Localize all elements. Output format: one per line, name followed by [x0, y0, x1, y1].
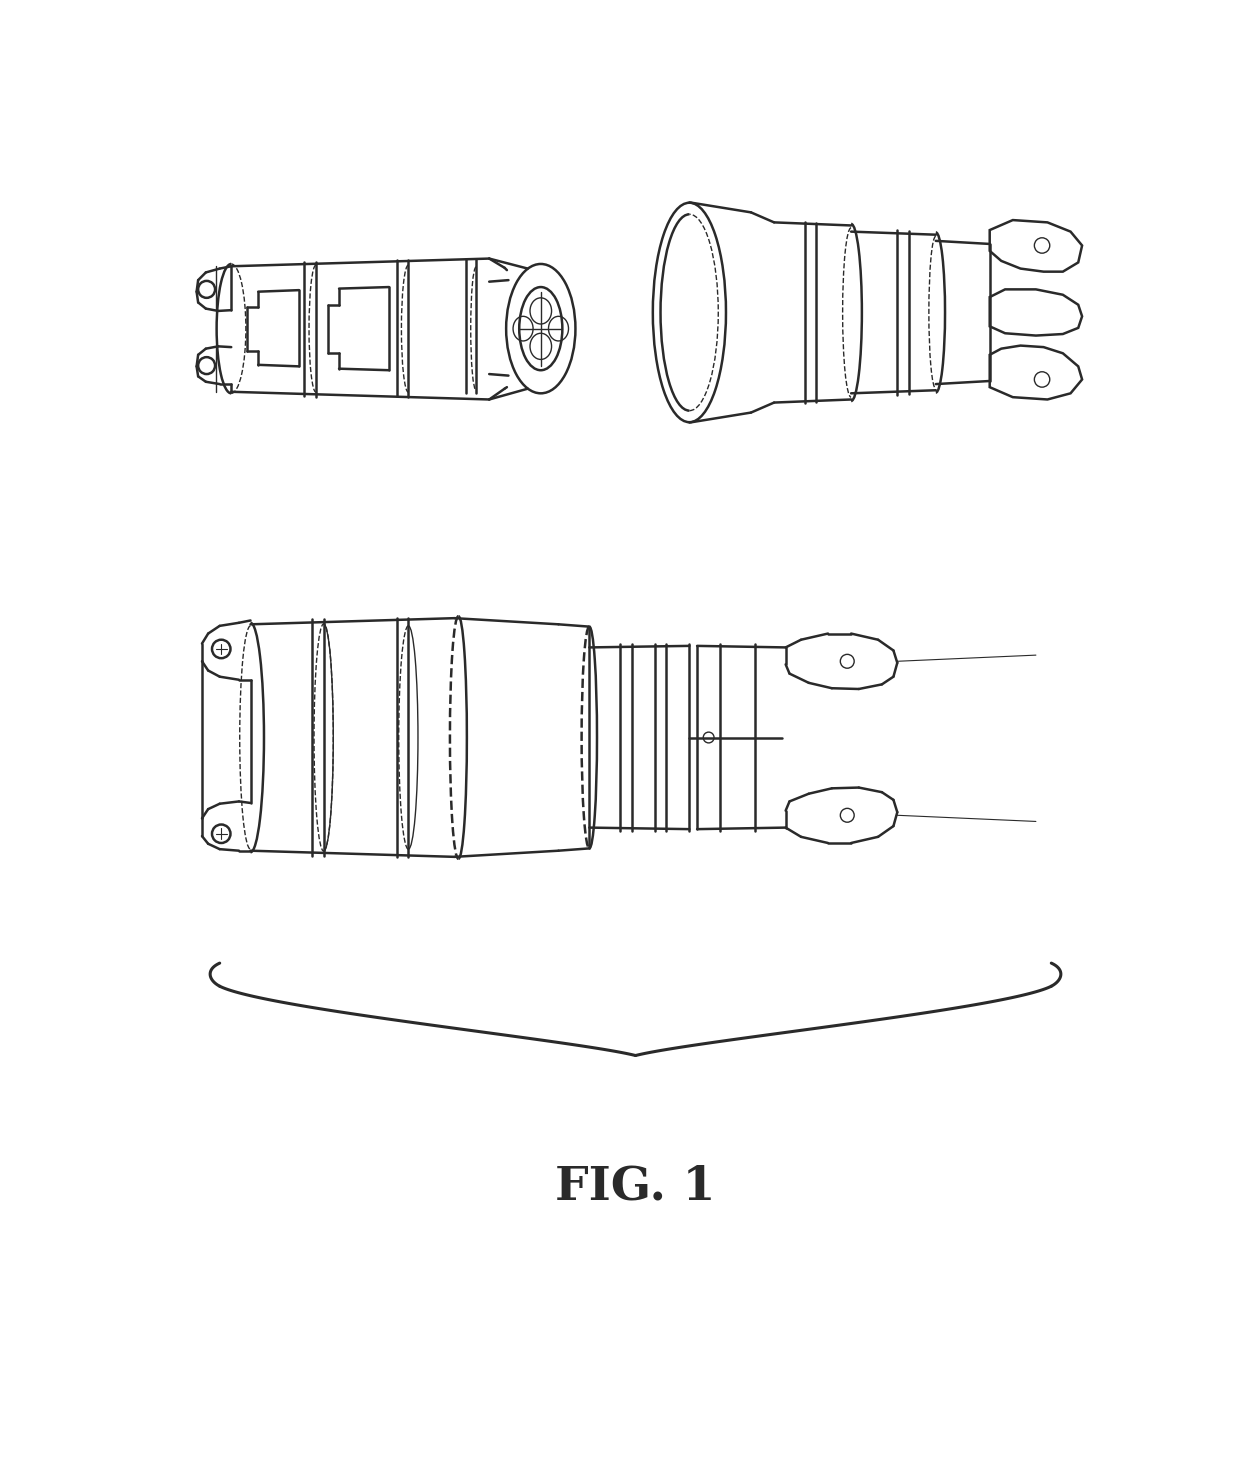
Text: FIG. 1: FIG. 1 — [556, 1164, 715, 1210]
